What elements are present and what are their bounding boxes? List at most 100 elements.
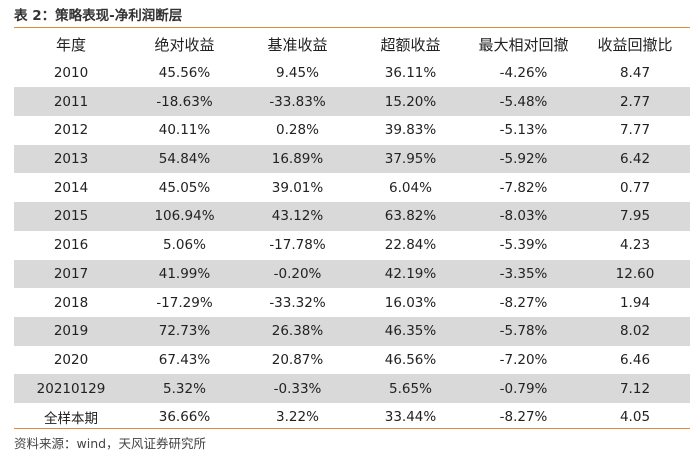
top-rule bbox=[14, 27, 690, 28]
table-cell: 6.46 bbox=[619, 351, 651, 368]
table-cell: 39.01% bbox=[271, 179, 324, 196]
table-cell: 1.94 bbox=[619, 294, 651, 311]
table-cell: 7.12 bbox=[619, 380, 651, 397]
table-cell: 26.38% bbox=[271, 323, 324, 340]
table-cell: -17.29% bbox=[156, 294, 213, 311]
table-cell: 12.60 bbox=[615, 265, 655, 282]
table-cell: 46.35% bbox=[384, 323, 437, 340]
table-row: 2010 45.56% 9.45% 36.11% -4.26% 8.47 bbox=[14, 59, 690, 88]
header-cell: 收益回撤比 bbox=[597, 35, 673, 54]
table-cell: 0.28% bbox=[276, 122, 319, 139]
table-cell: -33.32% bbox=[269, 294, 326, 311]
table-cell: 4.23 bbox=[619, 237, 651, 254]
table-cell: 22.84% bbox=[384, 237, 437, 254]
table-row: 2019 72.73% 26.38% 46.35% -5.78% 8.02 bbox=[14, 316, 690, 346]
table-cell: 2019 bbox=[53, 323, 89, 340]
table-cell: 45.05% bbox=[158, 179, 211, 196]
table-cell: 6.42 bbox=[619, 151, 651, 168]
table-cell: 2011 bbox=[53, 93, 89, 110]
table-cell: -8.03% bbox=[499, 208, 548, 225]
table-cell: 5.65% bbox=[389, 380, 432, 397]
table-row: 2016 5.06% -17.78% 22.84% -5.39% 4.23 bbox=[14, 231, 690, 260]
table-cell: 5.32% bbox=[163, 380, 206, 397]
table-cell: -7.82% bbox=[499, 179, 548, 196]
table-cell: 2016 bbox=[53, 237, 89, 254]
table-cell: 46.56% bbox=[384, 351, 437, 368]
table-cell: 39.83% bbox=[384, 122, 437, 139]
table-cell: 72.73% bbox=[158, 323, 211, 340]
table-cell: 42.19% bbox=[384, 265, 437, 282]
header-cell: 绝对收益 bbox=[154, 35, 215, 54]
table-cell: 2020 bbox=[53, 351, 89, 368]
table-cell: 2013 bbox=[53, 151, 89, 168]
table-cell: -3.35% bbox=[499, 265, 548, 282]
table-cell: 41.99% bbox=[158, 265, 211, 282]
table-cell: -17.78% bbox=[269, 237, 326, 254]
table-cell: 8.02 bbox=[619, 323, 651, 340]
table-cell: 45.56% bbox=[158, 65, 211, 82]
table-cell: 16.89% bbox=[271, 151, 324, 168]
table-cell: 63.82% bbox=[384, 208, 437, 225]
table-row: 2014 45.05% 39.01% 6.04% -7.82% 0.77 bbox=[14, 173, 690, 202]
table-cell: -4.26% bbox=[499, 65, 548, 82]
table-cell: 2015 bbox=[53, 208, 89, 225]
table-cell: 37.95% bbox=[384, 151, 437, 168]
table-cell: 3.22% bbox=[276, 409, 319, 426]
table-header-row: 年度 绝对收益 基准收益 超额收益 最大相对回撤 收益回撤比 bbox=[14, 30, 690, 59]
table-cell: 9.45% bbox=[276, 65, 319, 82]
source-note: 资料来源：wind，天风证券研究所 bbox=[14, 436, 207, 451]
table-cell: 36.66% bbox=[158, 409, 211, 426]
table-cell: -5.13% bbox=[499, 122, 548, 139]
table-row: 2017 41.99% -0.20% 42.19% -3.35% 12.60 bbox=[14, 259, 690, 289]
table-cell: 106.94% bbox=[154, 208, 215, 225]
table-cell: 36.11% bbox=[384, 65, 437, 82]
table-cell: 15.20% bbox=[384, 93, 437, 110]
table-cell: -8.27% bbox=[499, 294, 548, 311]
table-cell: 2010 bbox=[53, 65, 89, 82]
table-cell: 20.87% bbox=[271, 351, 324, 368]
table-cell: -7.20% bbox=[499, 351, 548, 368]
table-cell: 33.44% bbox=[384, 409, 437, 426]
table-cell: 0.77 bbox=[619, 179, 651, 196]
table-cell: 20210129 bbox=[36, 380, 106, 397]
table-cell: 4.05 bbox=[619, 409, 651, 426]
table-row: 2015 106.94% 43.12% 63.82% -8.03% 7.95 bbox=[14, 202, 690, 231]
header-cell: 年度 bbox=[55, 35, 86, 54]
table-cell: -0.33% bbox=[273, 380, 322, 397]
table-cell: 8.47 bbox=[619, 65, 651, 82]
table-cell: -5.78% bbox=[499, 323, 548, 340]
table-row: 2013 54.84% 16.89% 37.95% -5.92% 6.42 bbox=[14, 144, 690, 174]
table-cell: 40.11% bbox=[158, 122, 211, 139]
table-cell: -0.20% bbox=[273, 265, 322, 282]
table-cell: 全样本期 bbox=[44, 411, 98, 428]
table-row: 全样本期 36.66% 3.22% 33.44% -8.27% 4.05 bbox=[14, 403, 690, 432]
table-cell: 7.95 bbox=[619, 208, 651, 225]
table-cell: -18.63% bbox=[156, 93, 213, 110]
table-cell: -5.48% bbox=[499, 93, 548, 110]
table-row: 20210129 5.32% -0.33% 5.65% -0.79% 7.12 bbox=[14, 374, 690, 403]
bottom-rule bbox=[14, 428, 690, 429]
table-cell: 5.06% bbox=[163, 237, 206, 254]
table-cell: -5.92% bbox=[499, 151, 548, 168]
performance-table: 年度 绝对收益 基准收益 超额收益 最大相对回撤 收益回撤比 2010 45.56… bbox=[14, 30, 690, 432]
table-cell: 16.03% bbox=[384, 294, 437, 311]
table-row: 2020 67.43% 20.87% 46.56% -7.20% 6.46 bbox=[14, 346, 690, 375]
table-cell: -8.27% bbox=[499, 409, 548, 426]
table-cell: 2014 bbox=[53, 179, 89, 196]
table-title: 表 2：策略表现-净利润断层 bbox=[14, 8, 183, 24]
table-cell: 2018 bbox=[53, 294, 89, 311]
table-cell: 6.04% bbox=[389, 179, 432, 196]
table-cell: -33.83% bbox=[269, 93, 326, 110]
table-row: 2018 -17.29% -33.32% 16.03% -8.27% 1.94 bbox=[14, 288, 690, 317]
table-cell: 2017 bbox=[53, 265, 89, 282]
table-cell: 43.12% bbox=[271, 208, 324, 225]
table-row: 2012 40.11% 0.28% 39.83% -5.13% 7.77 bbox=[14, 116, 690, 145]
table-cell: 7.77 bbox=[619, 122, 651, 139]
table-cell: 2.77 bbox=[619, 93, 651, 110]
header-cell: 最大相对回撤 bbox=[478, 35, 569, 54]
table-cell: 67.43% bbox=[158, 351, 211, 368]
table-row: 2011 -18.63% -33.83% 15.20% -5.48% 2.77 bbox=[14, 87, 690, 117]
table-cell: -5.39% bbox=[499, 237, 548, 254]
header-cell: 超额收益 bbox=[380, 35, 441, 54]
header-cell: 基准收益 bbox=[267, 35, 328, 54]
